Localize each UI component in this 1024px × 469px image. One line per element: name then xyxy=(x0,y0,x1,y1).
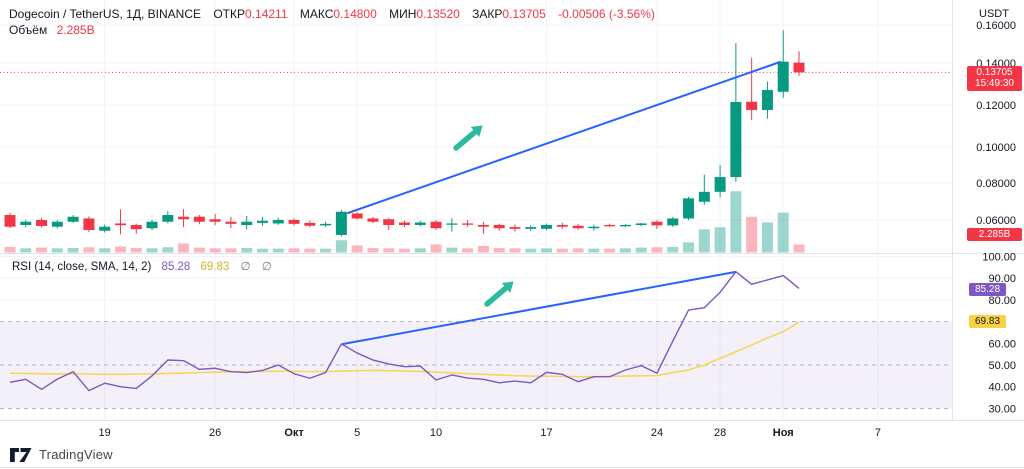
rsi-line xyxy=(9,270,800,392)
brand-name: TradingView xyxy=(39,447,113,462)
rsi-sma-line xyxy=(9,321,800,378)
rsi-layer xyxy=(9,270,800,392)
trend-arrow-icon[interactable] xyxy=(453,125,483,151)
rsi-value-badge: 85.28 xyxy=(969,283,1006,296)
svg-text:90.00: 90.00 xyxy=(988,273,1016,285)
symbol-title[interactable]: Dogecoin / TetherUS, 1Д, BINANCE xyxy=(9,7,201,21)
bar-countdown: 15:49:30 xyxy=(975,78,1014,89)
svg-text:100.00: 100.00 xyxy=(982,252,1016,264)
svg-text:60.00: 60.00 xyxy=(988,338,1016,350)
price-axis[interactable]: 0.160000.140000.120000.100000.080000.060… xyxy=(976,20,1016,227)
rsi-empty-2: ∅ xyxy=(261,261,272,273)
volume-value: 2.285B xyxy=(56,23,95,37)
trendline[interactable] xyxy=(347,61,781,214)
svg-text:0.06000: 0.06000 xyxy=(976,215,1016,227)
grid-layer xyxy=(0,0,952,420)
svg-text:0.08000: 0.08000 xyxy=(976,178,1016,190)
svg-text:50.00: 50.00 xyxy=(988,360,1016,372)
volume-badge: 2.285B xyxy=(967,228,1022,241)
rsi-value: 85.28 xyxy=(161,261,191,273)
svg-text:Окт: Окт xyxy=(284,427,304,439)
ohlc-high: МАКС0.14800 xyxy=(299,7,377,21)
current-price-value: 0.13705 xyxy=(976,67,1013,78)
price-axis-currency: USDT xyxy=(979,8,1009,20)
symbol-legend: Dogecoin / TetherUS, 1Д, BINANCE ОТКР0.1… xyxy=(9,7,655,21)
svg-text:40.00: 40.00 xyxy=(988,382,1016,394)
volume-legend: Объём 2.285B xyxy=(9,23,95,37)
tradingview-logo[interactable]: TradingView xyxy=(10,447,113,462)
svg-text:7: 7 xyxy=(875,427,881,439)
svg-text:5: 5 xyxy=(354,427,360,439)
tradingview-logo-icon xyxy=(10,447,32,462)
svg-text:Ноя: Ноя xyxy=(773,427,794,439)
rsi-legend-title: RSI (14, close, SMA, 14, 2) xyxy=(12,261,152,273)
drawings-layer xyxy=(342,61,781,345)
ohlc-open: ОТКР0.14211 xyxy=(213,7,288,21)
svg-text:0.16000: 0.16000 xyxy=(976,20,1016,32)
time-axis[interactable]: 19 26 Окт 5 10 17 24 28 Ноя 7 xyxy=(99,427,881,439)
rsi-sma-value: 69.83 xyxy=(200,261,230,273)
price-change: -0.00506 (-3.56%) xyxy=(558,7,655,21)
svg-text:0.10000: 0.10000 xyxy=(976,142,1016,154)
trend-arrow-icon[interactable] xyxy=(484,281,514,307)
svg-text:17: 17 xyxy=(540,427,552,439)
svg-text:19: 19 xyxy=(99,427,111,439)
svg-text:80.00: 80.00 xyxy=(988,295,1016,307)
volume-layer xyxy=(4,191,805,253)
svg-text:24: 24 xyxy=(651,427,663,439)
svg-text:10: 10 xyxy=(430,427,442,439)
rsi-legend[interactable]: RSI (14, close, SMA, 14, 2) 85.28 69.83 … xyxy=(12,259,272,273)
rsi-sma-badge: 69.83 xyxy=(969,315,1006,328)
svg-text:26: 26 xyxy=(209,427,221,439)
rsi-empty-1: ∅ xyxy=(240,261,251,273)
svg-text:30.00: 30.00 xyxy=(988,403,1016,415)
svg-text:0.12000: 0.12000 xyxy=(976,100,1016,112)
rsi-axis[interactable]: 100.00 90.00 80.00 60.00 50.00 40.00 30.00 xyxy=(982,252,1016,416)
trendline[interactable] xyxy=(342,271,736,345)
volume-label: Объём xyxy=(9,23,48,37)
svg-text:28: 28 xyxy=(714,427,726,439)
ohlc-close: ЗАКР0.13705 xyxy=(472,7,546,21)
candles-layer xyxy=(0,30,952,237)
ohlc-low: МИН0.13520 xyxy=(389,7,460,21)
current-price-badge: 0.13705 15:49:30 xyxy=(967,66,1022,91)
